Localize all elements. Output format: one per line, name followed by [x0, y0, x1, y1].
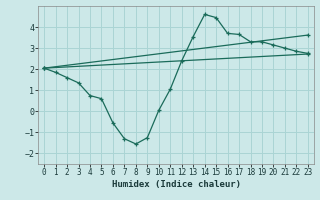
- X-axis label: Humidex (Indice chaleur): Humidex (Indice chaleur): [111, 180, 241, 189]
